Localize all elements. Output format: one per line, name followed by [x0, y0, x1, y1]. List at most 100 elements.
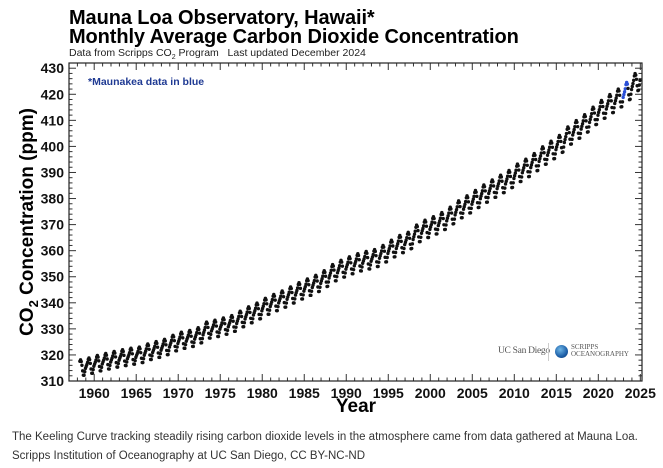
mauna-loa-data-point — [410, 242, 415, 246]
mauna-loa-data-point — [216, 334, 221, 339]
mauna-loa-data-point — [438, 219, 442, 223]
mauna-loa-data-point — [449, 211, 454, 215]
mauna-loa-data-point — [166, 352, 170, 357]
mauna-loa-data-point — [87, 357, 92, 362]
mauna-loa-data-point — [519, 179, 523, 184]
mauna-loa-data-point — [317, 289, 321, 294]
mauna-loa-data-point — [524, 159, 529, 163]
data-points — [78, 71, 642, 377]
mauna-loa-data-point — [323, 274, 328, 278]
mauna-loa-data-point — [91, 367, 95, 372]
mauna-loa-data-point — [141, 357, 146, 361]
mauna-loa-data-point — [203, 325, 207, 330]
mauna-loa-data-point — [144, 347, 149, 351]
subtitle-prefix: Data from Scripps CO — [69, 47, 172, 59]
x-tick-label: 2015 — [541, 385, 572, 401]
mauna-loa-data-point — [480, 191, 484, 196]
mauna-loa-data-point — [214, 324, 219, 328]
mauna-loa-data-point — [412, 232, 417, 236]
mauna-loa-data-point — [122, 353, 126, 358]
mauna-loa-data-point — [234, 325, 238, 329]
chart-title: Mauna Loa Observatory, Hawaii* Monthly A… — [69, 8, 519, 47]
mauna-loa-data-point — [564, 135, 568, 139]
mauna-loa-data-point — [121, 349, 125, 354]
mauna-loa-data-point — [461, 211, 465, 216]
mauna-loa-data-point — [164, 343, 168, 347]
mauna-loa-data-point — [323, 270, 327, 275]
x-tick-label: 2005 — [457, 385, 488, 401]
mauna-loa-data-point — [413, 229, 417, 233]
subtitle-suffix: Program Last updated December 2024 — [175, 47, 366, 59]
mauna-loa-data-point — [401, 250, 406, 255]
y-tick-label: 360 — [41, 243, 65, 259]
mauna-loa-data-point — [343, 271, 347, 275]
mauna-loa-data-point — [544, 162, 548, 166]
mauna-loa-data-point — [354, 257, 359, 261]
mauna-loa-data-point — [545, 153, 550, 157]
mauna-loa-data-point — [605, 104, 609, 108]
mauna-loa-data-point — [281, 291, 285, 295]
x-tick-label: 1970 — [163, 385, 194, 401]
mauna-loa-data-point — [419, 235, 423, 239]
y-tick-label: 330 — [41, 321, 65, 337]
mauna-loa-data-point — [573, 125, 577, 129]
mauna-loa-data-point — [580, 124, 584, 129]
mauna-loa-data-point — [340, 264, 345, 268]
mauna-loa-data-point — [314, 275, 319, 279]
mauna-loa-data-point — [373, 249, 378, 254]
mauna-loa-data-point — [233, 329, 237, 333]
mauna-loa-data-point — [393, 250, 398, 255]
mauna-loa-data-point — [304, 282, 308, 286]
mauna-loa-data-point — [586, 130, 590, 134]
y-tick-label: 400 — [41, 138, 65, 154]
mauna-loa-data-point — [503, 182, 508, 186]
mauna-loa-data-point — [552, 156, 557, 161]
mauna-loa-data-point — [455, 205, 459, 209]
mauna-loa-data-point — [270, 297, 275, 302]
mauna-loa-data-point — [592, 111, 597, 115]
mauna-loa-data-point — [138, 347, 142, 351]
mauna-loa-data-point — [555, 142, 560, 147]
mauna-loa-data-point — [82, 373, 86, 377]
x-tick-label: 1960 — [79, 385, 110, 401]
mauna-loa-data-point — [430, 220, 434, 224]
mauna-loa-data-point — [85, 360, 90, 365]
scripps-logo-line2: OCEANOGRAPHY — [571, 350, 629, 358]
x-tick-label: 1975 — [205, 385, 236, 401]
mauna-loa-data-point — [443, 227, 448, 232]
mauna-loa-data-point — [79, 359, 83, 364]
mauna-loa-data-point — [202, 328, 207, 332]
mauna-loa-data-point — [491, 184, 496, 188]
mauna-loa-data-point — [563, 137, 567, 142]
mauna-loa-data-point — [480, 189, 485, 193]
chart-subtitle: Data from Scripps CO2 Program Last updat… — [69, 48, 366, 63]
mauna-loa-data-point — [589, 115, 593, 119]
mauna-loa-data-point — [331, 264, 336, 268]
mauna-loa-data-point — [474, 190, 478, 194]
mauna-loa-data-point — [376, 264, 380, 269]
mauna-loa-data-point — [412, 235, 416, 239]
mauna-loa-data-point — [153, 344, 157, 348]
mauna-loa-data-point — [387, 246, 392, 251]
x-tick-label: 1985 — [289, 385, 320, 401]
x-tick-label: 1990 — [331, 385, 362, 401]
mauna-loa-data-point — [225, 332, 229, 336]
mauna-loa-data-point — [222, 318, 226, 322]
mauna-loa-data-point — [180, 332, 184, 336]
mauna-loa-data-point — [630, 84, 634, 89]
mauna-loa-data-point — [578, 136, 582, 140]
mauna-loa-data-point — [267, 308, 272, 312]
mauna-loa-data-point — [407, 236, 412, 240]
mauna-loa-data-point — [97, 359, 101, 363]
mauna-loa-data-point — [537, 159, 541, 164]
mauna-loa-data-point — [522, 166, 526, 170]
mauna-loa-data-point — [379, 249, 384, 253]
mauna-loa-data-point — [192, 340, 196, 345]
mauna-loa-data-point — [223, 321, 227, 326]
mauna-loa-data-point — [486, 195, 490, 200]
mauna-loa-data-point — [107, 367, 111, 371]
mauna-loa-data-point — [105, 357, 109, 361]
mauna-loa-data-point — [172, 338, 177, 343]
mauna-loa-data-point — [620, 100, 625, 104]
mauna-loa-data-point — [547, 145, 552, 149]
